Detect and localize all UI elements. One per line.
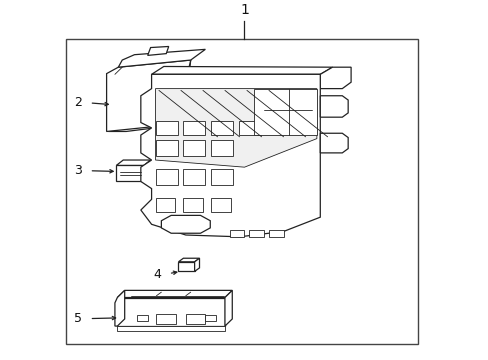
Polygon shape bbox=[118, 49, 205, 67]
Polygon shape bbox=[156, 314, 176, 324]
Polygon shape bbox=[224, 291, 232, 326]
Polygon shape bbox=[137, 315, 147, 321]
Polygon shape bbox=[185, 314, 205, 324]
Polygon shape bbox=[155, 89, 316, 167]
Polygon shape bbox=[116, 160, 150, 165]
Polygon shape bbox=[155, 169, 177, 185]
Polygon shape bbox=[161, 215, 210, 233]
Polygon shape bbox=[117, 297, 224, 326]
Polygon shape bbox=[254, 89, 316, 135]
Polygon shape bbox=[194, 258, 199, 271]
Polygon shape bbox=[108, 60, 190, 131]
Text: 2: 2 bbox=[74, 96, 82, 109]
Polygon shape bbox=[141, 74, 320, 237]
Polygon shape bbox=[144, 160, 150, 181]
Polygon shape bbox=[183, 121, 205, 135]
Polygon shape bbox=[117, 326, 224, 332]
Text: 4: 4 bbox=[153, 268, 161, 281]
Polygon shape bbox=[239, 121, 261, 135]
Polygon shape bbox=[155, 121, 177, 135]
Polygon shape bbox=[211, 169, 233, 185]
Text: 1: 1 bbox=[240, 3, 248, 17]
Polygon shape bbox=[211, 140, 233, 157]
Polygon shape bbox=[320, 133, 347, 153]
Polygon shape bbox=[155, 140, 177, 157]
Polygon shape bbox=[178, 262, 194, 271]
Text: 5: 5 bbox=[74, 312, 82, 325]
Polygon shape bbox=[155, 198, 175, 212]
Polygon shape bbox=[117, 291, 232, 297]
Polygon shape bbox=[229, 230, 244, 237]
Polygon shape bbox=[268, 230, 283, 237]
Polygon shape bbox=[320, 96, 347, 117]
Polygon shape bbox=[151, 67, 332, 74]
Polygon shape bbox=[106, 60, 190, 131]
Polygon shape bbox=[183, 198, 203, 212]
Text: 3: 3 bbox=[74, 164, 82, 177]
Bar bbox=[66, 39, 417, 344]
Polygon shape bbox=[320, 67, 350, 89]
Polygon shape bbox=[115, 291, 124, 326]
Polygon shape bbox=[147, 46, 168, 55]
Polygon shape bbox=[249, 230, 264, 237]
Polygon shape bbox=[183, 140, 205, 157]
Polygon shape bbox=[183, 169, 205, 185]
Polygon shape bbox=[116, 165, 144, 181]
Polygon shape bbox=[178, 258, 199, 262]
Polygon shape bbox=[205, 315, 216, 321]
Polygon shape bbox=[211, 121, 233, 135]
Polygon shape bbox=[211, 198, 230, 212]
